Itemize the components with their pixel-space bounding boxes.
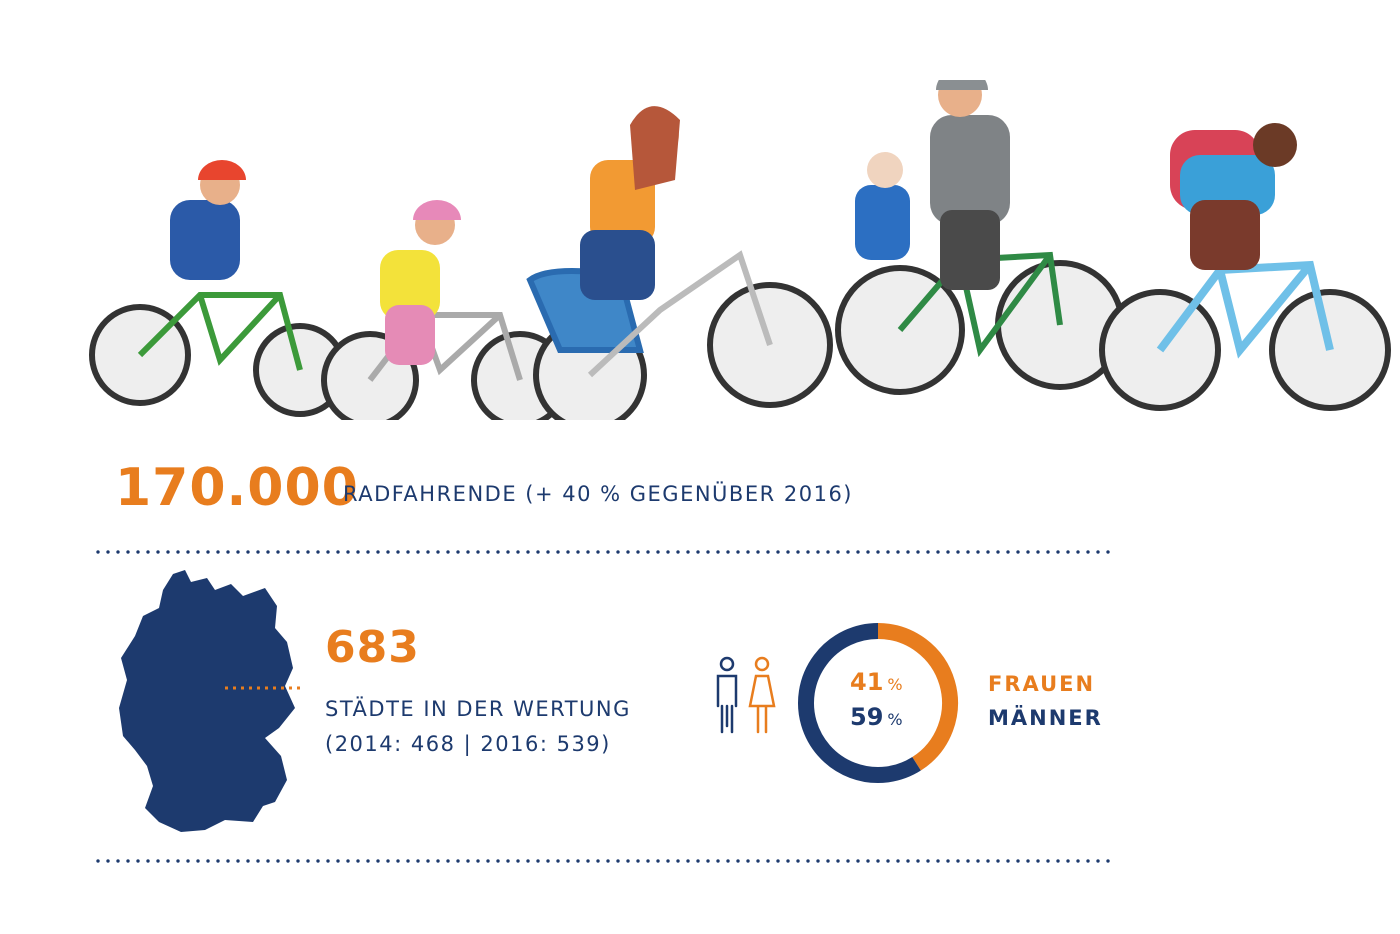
dotted-divider-bottom [93,859,1111,863]
legend-men: MÄNNER [988,706,1103,730]
man-woman-icon [716,656,776,734]
men-percent-value: 59 [850,703,884,731]
germany-map-icon [119,570,305,832]
men-percent: 59% [850,703,903,731]
legend-women: FRAUEN [988,672,1096,696]
cities-count: 683 [325,622,420,673]
women-percent-unit: % [887,675,903,694]
cities-history: (2014: 468 | 2016: 539) [325,732,611,756]
donut-slice-männer [798,623,921,783]
gender-donut-chart [798,623,958,783]
donut-slice-frauen [877,623,958,771]
cyclists-label: RADFAHRENDE (+ 40 % GEGENÜBER 2016) [343,482,853,506]
cyclists-illustration [89,80,1391,420]
cities-label: STÄDTE IN DER WERTUNG [325,697,631,721]
men-percent-unit: % [887,710,903,729]
dotted-divider-top [93,550,1111,554]
women-percent-value: 41 [850,668,884,696]
cyclists-count: 170.000 [115,458,359,518]
women-percent: 41% [850,668,903,696]
